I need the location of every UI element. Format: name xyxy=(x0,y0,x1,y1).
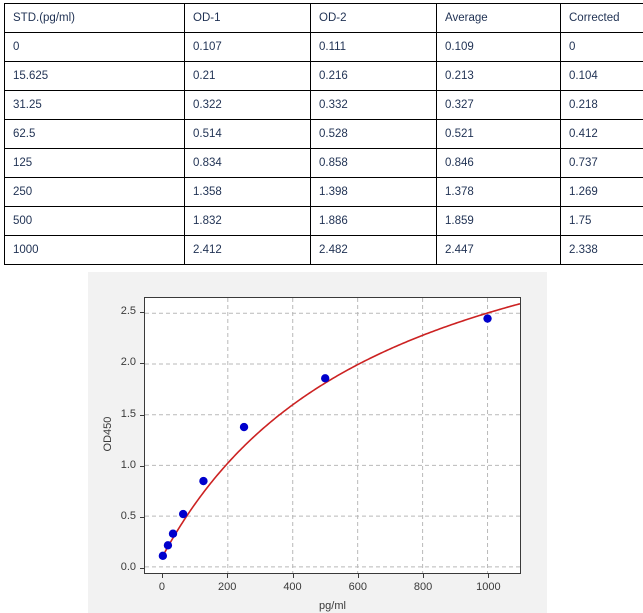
cell-std: 1000 xyxy=(4,235,185,265)
y-tick-label: 0.0 xyxy=(120,560,136,573)
column-header-corrected: Corrected xyxy=(560,3,643,33)
cell-corrected: 2.338 xyxy=(560,235,643,265)
cell-corrected: 0 xyxy=(560,32,643,62)
cell-od1: 1.832 xyxy=(184,206,311,236)
data-point xyxy=(321,374,330,383)
y-tick-label: 2.5 xyxy=(120,305,136,318)
table-body: STD.(pg/ml) OD-1 OD-2 Average Corrected … xyxy=(4,3,643,265)
plot-canvas xyxy=(145,298,520,573)
cell-average: 0.109 xyxy=(436,32,561,62)
cell-od2: 2.482 xyxy=(310,235,437,265)
cell-average: 0.846 xyxy=(436,148,561,178)
cell-od1: 1.358 xyxy=(184,177,311,207)
cell-od2: 1.398 xyxy=(310,177,437,207)
table-row: 500 1.832 1.886 1.859 1.75 xyxy=(4,206,643,236)
x-tick-mark xyxy=(357,574,359,578)
x-tick-label: 1000 xyxy=(476,581,501,593)
cell-od2: 1.886 xyxy=(310,206,437,236)
cell-corrected: 0.737 xyxy=(560,148,643,178)
data-point xyxy=(199,476,208,486)
y-tick-mark xyxy=(140,465,144,467)
column-header-od1: OD-1 xyxy=(184,3,311,33)
y-tick-mark xyxy=(140,312,144,314)
cell-average: 1.378 xyxy=(436,177,561,207)
cell-std: 15.625 xyxy=(4,61,185,91)
data-point xyxy=(163,541,173,550)
cell-od2: 0.528 xyxy=(310,119,437,149)
table-row: 1000 2.412 2.482 2.447 2.338 xyxy=(4,235,643,265)
x-tick-label: 200 xyxy=(218,581,237,593)
data-point xyxy=(168,529,178,538)
cell-std: 500 xyxy=(4,206,185,236)
x-axis-label: pg/ml xyxy=(319,600,346,612)
cell-std: 31.25 xyxy=(4,90,185,120)
fitted-curve xyxy=(164,304,520,554)
y-tick-label: 0.5 xyxy=(120,509,136,522)
fitted-curve-path xyxy=(164,304,520,554)
x-tick-mark xyxy=(161,574,163,578)
table-row: 31.25 0.322 0.332 0.327 0.218 xyxy=(4,90,643,120)
data-point xyxy=(158,551,168,561)
table-row: 250 1.358 1.398 1.378 1.269 xyxy=(4,177,643,207)
data-point xyxy=(239,422,249,432)
y-tick-label: 1.0 xyxy=(120,458,136,471)
cell-std: 125 xyxy=(4,148,185,178)
column-header-average: Average xyxy=(436,3,561,33)
y-tick-mark xyxy=(140,516,144,518)
y-tick-mark xyxy=(140,414,144,416)
cell-od1: 2.412 xyxy=(184,235,311,265)
column-header-std: STD.(pg/ml) xyxy=(4,3,185,33)
x-tick-mark xyxy=(227,574,229,578)
cell-std: 0 xyxy=(4,32,185,62)
cell-od2: 0.111 xyxy=(310,32,437,62)
standard-curve-figure: OD450 pg/ml 0.0 0.5 1.0 1.5 2.0 2.5 0 200 400 600… xyxy=(88,272,547,613)
x-tick-label: 800 xyxy=(413,581,433,593)
cell-od1: 0.107 xyxy=(184,32,311,62)
cell-average: 0.213 xyxy=(436,61,561,91)
y-tick-mark xyxy=(140,363,144,365)
cell-od1: 0.514 xyxy=(184,119,311,149)
cell-corrected: 0.218 xyxy=(560,90,643,120)
table-row: 125 0.834 0.858 0.846 0.737 xyxy=(4,148,643,178)
data-point xyxy=(178,509,188,519)
cell-average: 0.327 xyxy=(436,90,561,120)
x-tick-mark xyxy=(488,574,490,578)
standard-curve-data-table: STD.(pg/ml) OD-1 OD-2 Average Corrected … xyxy=(4,3,643,265)
y-tick-label: 1.5 xyxy=(120,407,136,420)
table-row: 0 0.107 0.111 0.109 0 xyxy=(4,32,643,62)
cell-std: 62.5 xyxy=(4,119,185,149)
x-tick-mark xyxy=(423,574,425,578)
cell-corrected: 0.412 xyxy=(560,119,643,149)
y-tick-mark xyxy=(140,567,144,569)
cell-corrected: 0.104 xyxy=(560,61,643,91)
column-header-od2: OD-2 xyxy=(310,3,437,33)
cell-od1: 0.834 xyxy=(184,148,311,178)
cell-corrected: 1.75 xyxy=(560,206,643,236)
data-point xyxy=(483,314,492,323)
cell-std: 250 xyxy=(4,177,185,207)
x-tick-label: 600 xyxy=(348,581,367,593)
cell-od1: 0.21 xyxy=(184,61,311,91)
y-tick-label: 2.0 xyxy=(120,356,136,369)
data-points xyxy=(158,314,492,561)
cell-od2: 0.858 xyxy=(310,148,437,178)
gridlines xyxy=(145,298,520,573)
cell-od1: 0.322 xyxy=(184,90,311,120)
cell-average: 0.521 xyxy=(436,119,561,149)
cell-average: 2.447 xyxy=(436,235,561,265)
cell-od2: 0.332 xyxy=(310,90,437,120)
plot-area xyxy=(144,297,521,574)
table-row: 15.625 0.21 0.216 0.213 0.104 xyxy=(4,61,643,91)
table-header-row: STD.(pg/ml) OD-1 OD-2 Average Corrected xyxy=(4,3,643,33)
cell-corrected: 1.269 xyxy=(560,177,643,207)
cell-od2: 0.216 xyxy=(310,61,437,91)
table-row: 62.5 0.514 0.528 0.521 0.412 xyxy=(4,119,643,149)
cell-average: 1.859 xyxy=(436,206,561,236)
x-tick-mark xyxy=(292,574,294,578)
x-tick-label: 0 xyxy=(158,581,165,593)
x-tick-label: 400 xyxy=(283,581,302,593)
